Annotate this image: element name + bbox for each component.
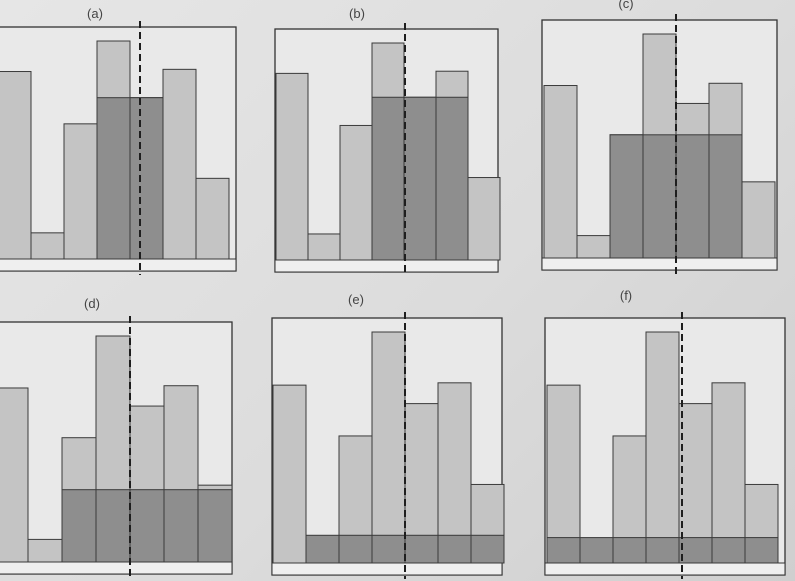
shaded-region — [642, 134, 677, 259]
shaded-region — [546, 537, 581, 564]
panel-label: (b) — [349, 6, 365, 21]
histogram-bar — [0, 71, 32, 260]
panel-label: (d) — [84, 296, 100, 311]
shaded-region — [404, 534, 439, 564]
shaded-region — [711, 537, 746, 564]
histogram-bar — [678, 403, 713, 564]
histogram-bar — [543, 85, 578, 259]
histogram-bar — [275, 72, 309, 261]
panel-label: (a) — [87, 6, 103, 21]
panel-axis — [544, 562, 786, 576]
histogram-bar — [711, 382, 746, 564]
shaded-region — [197, 489, 233, 563]
histogram-bar — [0, 387, 29, 563]
histogram-bar — [741, 181, 776, 259]
histogram-bar — [645, 331, 680, 564]
shaded-region — [371, 96, 405, 261]
histogram-bar — [546, 384, 581, 564]
histogram-bar — [467, 177, 501, 261]
panel-label: (c) — [618, 0, 634, 11]
shaded-region — [305, 534, 340, 564]
shaded-region — [470, 534, 505, 564]
panel-label: (f) — [619, 288, 633, 303]
shaded-region — [437, 534, 472, 564]
histogram-bar — [162, 68, 197, 260]
histogram-bar — [195, 177, 230, 260]
shaded-region — [163, 489, 199, 563]
histogram-bar — [30, 232, 65, 260]
histogram-bar — [272, 384, 307, 564]
shaded-region — [579, 537, 614, 564]
shaded-region — [129, 97, 164, 260]
shaded-region — [678, 537, 713, 564]
panel-label: (e) — [348, 292, 364, 307]
shaded-region — [403, 96, 437, 261]
shaded-region — [645, 537, 680, 564]
shaded-region — [338, 534, 373, 564]
histogram-bar — [307, 233, 341, 261]
histogram-bar — [437, 382, 472, 564]
shaded-region — [612, 537, 647, 564]
shaded-region — [744, 537, 779, 564]
